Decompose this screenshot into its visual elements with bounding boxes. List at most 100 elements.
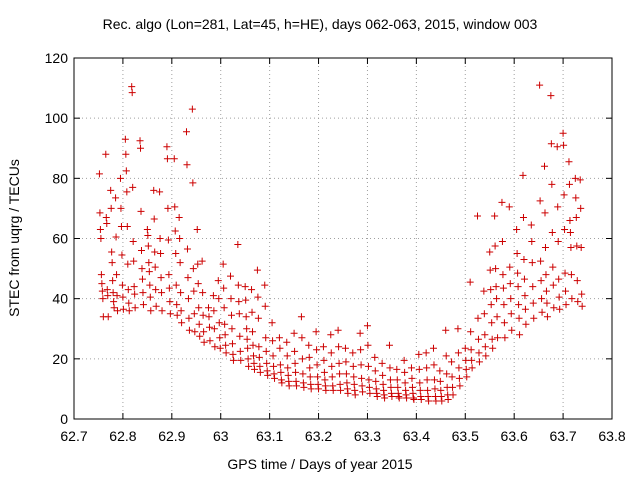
- data-point-marker: [269, 352, 277, 360]
- data-point-marker: [263, 359, 271, 367]
- data-point-marker: [117, 204, 125, 212]
- y-axis-ticks: 0 20 40 60 80 100 120: [45, 50, 612, 427]
- data-point-marker: [571, 174, 579, 182]
- data-point-marker: [264, 371, 272, 379]
- data-point-marker: [235, 310, 243, 318]
- data-point-marker: [137, 247, 145, 255]
- data-point-marker: [320, 356, 328, 364]
- data-point-marker: [365, 376, 373, 384]
- data-point-marker: [243, 335, 251, 343]
- x-tick-label: 63.3: [354, 428, 381, 444]
- data-point-marker: [170, 155, 178, 163]
- data-point-marker: [255, 353, 263, 361]
- data-point-marker: [306, 373, 314, 381]
- x-tick-label: 63.8: [598, 428, 625, 444]
- data-point-marker: [463, 373, 471, 381]
- data-point-marker: [461, 344, 469, 352]
- data-point-marker: [371, 353, 379, 361]
- data-point-marker: [172, 250, 180, 258]
- data-point-marker: [177, 307, 185, 315]
- data-point-marker: [171, 227, 179, 235]
- data-point-marker: [349, 349, 357, 357]
- data-point-marker: [422, 349, 430, 357]
- data-point-marker: [166, 298, 174, 306]
- x-tick-label: 63.2: [305, 428, 332, 444]
- data-point-marker: [137, 144, 145, 152]
- data-point-marker: [98, 287, 106, 295]
- data-point-marker: [468, 364, 476, 372]
- data-point-marker: [123, 188, 131, 196]
- data-point-marker: [547, 140, 555, 148]
- data-point-marker: [560, 141, 568, 149]
- data-point-marker: [166, 310, 174, 318]
- data-point-marker: [351, 391, 359, 399]
- data-point-marker: [228, 325, 236, 333]
- data-point-marker: [227, 311, 235, 319]
- data-point-marker: [321, 376, 329, 384]
- data-point-marker: [555, 275, 563, 283]
- data-point-marker: [227, 272, 235, 280]
- data-point-marker: [177, 289, 185, 297]
- data-point-marker: [283, 338, 291, 346]
- data-point-marker: [262, 334, 270, 342]
- data-point-marker: [305, 341, 313, 349]
- data-point-marker: [538, 308, 546, 316]
- data-point-marker: [549, 263, 557, 271]
- data-point-marker: [104, 292, 112, 300]
- data-point-marker: [189, 179, 197, 187]
- data-point-marker: [456, 382, 464, 390]
- data-points: [95, 81, 586, 405]
- data-point-marker: [307, 385, 315, 393]
- data-point-marker: [415, 350, 423, 358]
- data-point-marker: [97, 271, 105, 279]
- data-point-marker: [255, 343, 263, 351]
- data-point-marker: [110, 298, 118, 306]
- data-point-marker: [144, 242, 152, 250]
- data-point-marker: [530, 314, 538, 322]
- data-point-marker: [146, 293, 154, 301]
- data-point-marker: [431, 385, 439, 393]
- data-point-marker: [513, 250, 521, 258]
- data-point-marker: [561, 225, 569, 233]
- data-point-marker: [164, 204, 172, 212]
- data-point-marker: [527, 221, 535, 229]
- data-point-marker: [185, 326, 193, 334]
- data-point-marker: [521, 292, 529, 300]
- data-point-marker: [130, 283, 138, 291]
- data-point-marker: [172, 281, 180, 289]
- data-point-marker: [378, 359, 386, 367]
- data-point-marker: [315, 385, 323, 393]
- data-point-marker: [513, 225, 521, 233]
- data-point-marker: [559, 129, 567, 137]
- data-point-marker: [112, 233, 120, 241]
- data-point-marker: [253, 266, 261, 274]
- data-point-marker: [385, 341, 393, 349]
- data-point-marker: [184, 295, 192, 303]
- data-point-marker: [136, 137, 144, 145]
- data-point-marker: [165, 284, 173, 292]
- data-point-marker: [423, 364, 431, 372]
- data-point-marker: [555, 293, 563, 301]
- data-point-marker: [237, 356, 245, 364]
- data-point-marker: [487, 286, 495, 294]
- data-point-marker: [499, 271, 507, 279]
- data-point-marker: [97, 235, 105, 242]
- data-point-marker: [462, 365, 470, 373]
- data-point-marker: [151, 263, 159, 271]
- data-point-marker: [493, 295, 501, 303]
- data-point-marker: [491, 212, 499, 220]
- data-point-marker: [516, 331, 524, 339]
- x-tick-label: 63.1: [256, 428, 283, 444]
- data-point-marker: [508, 326, 516, 334]
- data-point-marker: [229, 350, 237, 358]
- data-point-marker: [349, 362, 357, 370]
- data-point-marker: [249, 352, 257, 360]
- data-point-marker: [250, 359, 258, 367]
- data-point-marker: [578, 290, 586, 298]
- data-point-marker: [455, 364, 463, 372]
- data-point-marker: [373, 392, 381, 400]
- data-point-marker: [455, 374, 463, 382]
- data-point-marker: [537, 277, 545, 285]
- data-point-marker: [147, 307, 155, 315]
- data-point-marker: [199, 289, 207, 297]
